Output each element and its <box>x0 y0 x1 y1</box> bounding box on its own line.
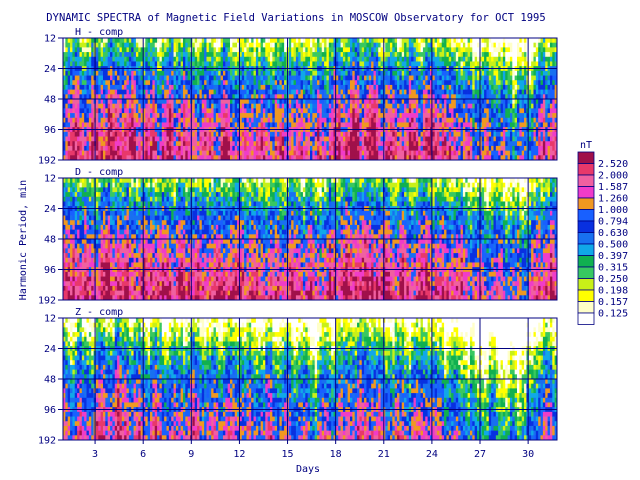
y-tick-label: 24 <box>44 344 56 355</box>
x-tick-label: 24 <box>426 449 438 460</box>
colorbar-unit-label: nT <box>580 140 592 151</box>
x-tick-label: 21 <box>378 449 390 460</box>
x-tick-label: 30 <box>522 449 534 460</box>
colorbar-swatch <box>577 301 595 314</box>
y-tick-label: 96 <box>44 265 56 276</box>
panel-frame <box>62 37 558 161</box>
colorbar-tick-label: 2.520 <box>598 159 628 170</box>
colorbar-tick-label: 0.397 <box>598 251 628 262</box>
panel-frame <box>62 317 558 441</box>
y-tick-label: 192 <box>38 436 56 447</box>
colorbar-swatch <box>577 186 595 199</box>
y-tick-label: 192 <box>38 296 56 307</box>
x-tick-labels: 3 6 9 12 15 18 21 24 27 30 <box>92 440 534 460</box>
colorbar-tick-label: 0.125 <box>598 309 628 320</box>
panel-label: Z - comp <box>75 307 123 318</box>
colorbar-tick-label: 1.587 <box>598 182 628 193</box>
colorbar-swatch <box>577 255 595 268</box>
colorbar-tick-label: 1.000 <box>598 205 628 216</box>
colorbar-swatch <box>577 209 595 222</box>
colorbar-tick-label: 0.630 <box>598 228 628 239</box>
y-tick-label: 12 <box>44 174 56 185</box>
x-tick-label: 12 <box>233 449 245 460</box>
y-tick-label: 12 <box>44 314 56 325</box>
colorbar-swatch <box>577 174 595 187</box>
x-axis-label: Days <box>296 464 320 475</box>
heatmap-cells <box>63 38 558 161</box>
heatmap-cells <box>63 318 558 441</box>
y-tick-label: 24 <box>44 64 56 75</box>
colorbar-swatch <box>577 163 595 176</box>
colorbar-swatch <box>577 243 595 256</box>
colorbar-swatch <box>577 220 595 233</box>
y-tick-label: 48 <box>44 235 56 246</box>
colorbar: nT 2.5202.0001.5871.2601.0000.7940.6300.… <box>577 140 628 325</box>
x-tick-label: 15 <box>282 449 294 460</box>
colorbar-swatch <box>577 151 595 164</box>
y-tick-label: 24 <box>44 204 56 215</box>
panel-d-comp: 12 24 48 96 192 D - comp <box>38 167 558 307</box>
x-tick-label: 18 <box>330 449 342 460</box>
y-tick-label: 48 <box>44 375 56 386</box>
colorbar-swatch <box>577 278 595 291</box>
x-tick-label: 3 <box>92 449 98 460</box>
colorbar-tick-label: 0.794 <box>598 217 628 228</box>
y-tick-label: 96 <box>44 125 56 136</box>
colorbar-tick-label: 0.250 <box>598 274 628 285</box>
y-tick-label: 192 <box>38 156 56 167</box>
panel-label: D - comp <box>75 167 123 178</box>
colorbar-swatch <box>577 266 595 279</box>
panel-label: H - comp <box>75 27 123 38</box>
colorbar-tick-label: 0.315 <box>598 263 628 274</box>
colorbar-swatch <box>577 312 595 325</box>
x-tick-label: 6 <box>140 449 146 460</box>
y-tick-label: 48 <box>44 95 56 106</box>
colorbar-swatch <box>577 289 595 302</box>
colorbar-swatch <box>577 197 595 210</box>
colorbar-swatch <box>577 232 595 245</box>
panel-h-comp: 12 24 48 96 192 H - comp <box>38 27 558 167</box>
panel-z-comp: 12 24 48 96 192 Z - comp <box>38 307 558 447</box>
colorbar-tick-label: 0.198 <box>598 286 628 297</box>
x-tick-label: 27 <box>474 449 486 460</box>
y-tick-label: 96 <box>44 405 56 416</box>
y-axis-label: Harmonic Period, min <box>18 180 29 300</box>
chart-title: DYNAMIC SPECTRA of Magnetic Field Variat… <box>46 12 545 24</box>
colorbar-tick-label: 0.157 <box>598 297 628 308</box>
panel-frame <box>62 177 558 301</box>
colorbar-tick-label: 0.500 <box>598 240 628 251</box>
colorbar-tick-label: 1.260 <box>598 194 628 205</box>
colorbar-tick-label: 2.000 <box>598 171 628 182</box>
y-tick-label: 12 <box>44 34 56 45</box>
x-tick-label: 9 <box>188 449 194 460</box>
